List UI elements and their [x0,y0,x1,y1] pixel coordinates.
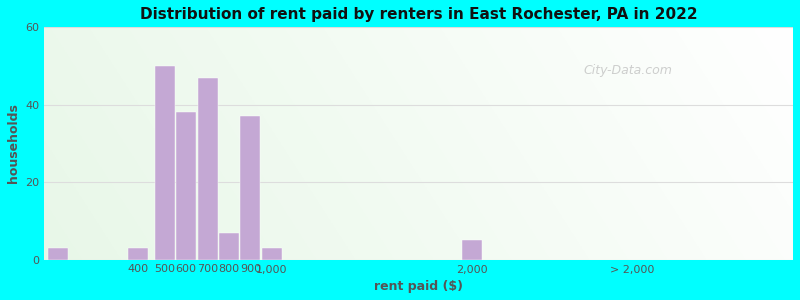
Bar [48,248,68,260]
Text: City-Data.com: City-Data.com [583,64,672,77]
Bar [154,66,175,260]
Bar [219,232,239,260]
Bar [262,248,282,260]
Bar [176,112,196,260]
Bar [128,248,148,260]
Bar [198,78,218,260]
Y-axis label: households: households [7,103,20,183]
X-axis label: rent paid ($): rent paid ($) [374,280,463,293]
Title: Distribution of rent paid by renters in East Rochester, PA in 2022: Distribution of rent paid by renters in … [140,7,698,22]
Bar [462,240,482,260]
Bar [240,116,260,260]
